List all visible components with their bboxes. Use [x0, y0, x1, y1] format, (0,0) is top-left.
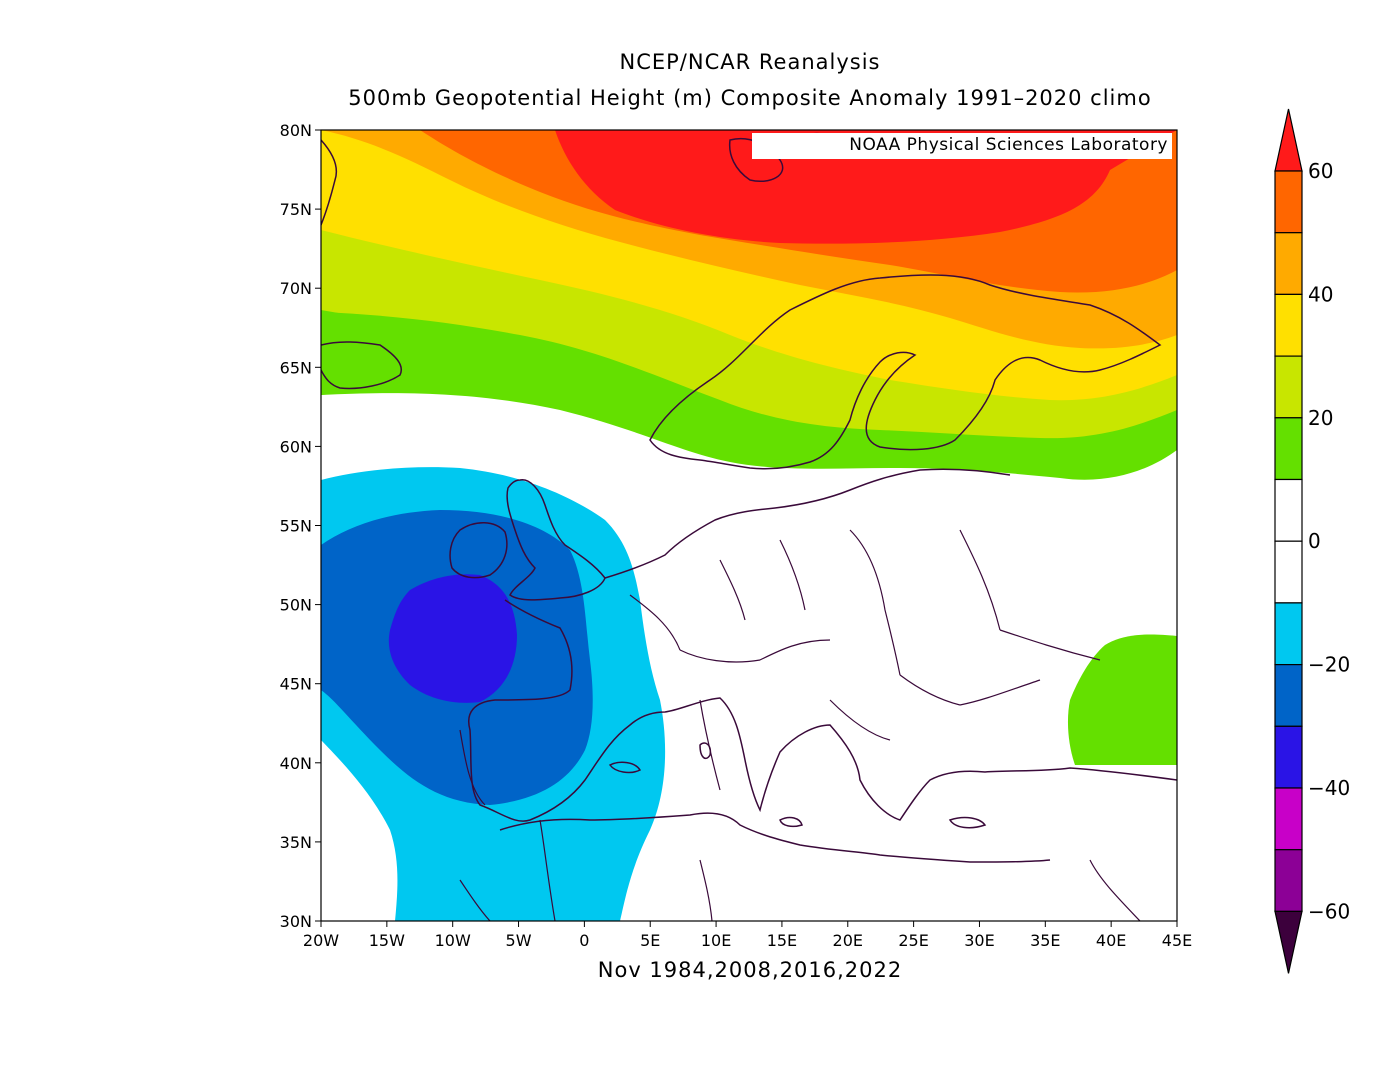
- colorbar-bin: [1274, 540, 1303, 604]
- anomaly-fields: [321, 130, 1177, 921]
- coast-islands: [608, 742, 987, 829]
- colorbar-bin: [1274, 663, 1303, 727]
- colorbar-arrow-bottom: [1274, 910, 1303, 974]
- contour-neg-30: [388, 574, 517, 703]
- colorbar-bin: [1274, 725, 1303, 789]
- lat-tick-label: 75N: [280, 200, 312, 219]
- lat-tick-label: 65N: [280, 358, 312, 377]
- lon-tick-label: 10W: [435, 931, 471, 950]
- colorbar-bin: [1274, 170, 1303, 234]
- contour-pos-10-iceland: [321, 310, 404, 395]
- lat-tick-label: 50N: [280, 596, 312, 615]
- coast-ireland: [449, 522, 508, 579]
- colorbar-bin: [1274, 417, 1303, 481]
- title-line2: 500mb Geopotential Height (m) Composite …: [348, 86, 1152, 110]
- lon-tick-label: 25E: [898, 931, 928, 950]
- coast-north-europe: [604, 468, 1011, 579]
- colorbar: 60 40 20 0 −20 −40 −60: [1274, 108, 1350, 974]
- credit-box: [752, 133, 1172, 159]
- lon-axis: 20W 15W 10W 5W 0 5E 10E 15E 20E 25E 30E 35E 40E 45E: [303, 921, 1192, 950]
- lat-tick-label: 60N: [280, 437, 312, 456]
- lon-tick-label: 30E: [964, 931, 994, 950]
- colorbar-label: 40: [1308, 282, 1333, 306]
- colorbar-label: 20: [1308, 406, 1333, 430]
- lon-tick-label: 5E: [640, 931, 660, 950]
- colorbar-bin: [1274, 787, 1303, 851]
- lat-tick-label: 35N: [280, 833, 312, 852]
- colorbar-bin: [1274, 478, 1303, 542]
- colorbar-label: −20: [1308, 653, 1350, 677]
- lat-tick-label: 40N: [280, 754, 312, 773]
- colorbar-bin: [1274, 293, 1303, 357]
- lat-tick-label: 45N: [280, 675, 312, 694]
- colorbar-bin: [1274, 355, 1303, 419]
- colorbar-label: 60: [1308, 159, 1333, 183]
- coast-europe: [468, 599, 1177, 822]
- colorbar-arrow-top: [1274, 108, 1303, 172]
- colorbar-label: 0: [1308, 529, 1321, 553]
- title-line1: NCEP/NCAR Reanalysis: [619, 50, 881, 74]
- coast-great-britain: [506, 479, 606, 601]
- coast-africa: [499, 812, 1051, 863]
- colorbar-label: −40: [1308, 776, 1350, 800]
- lon-tick-label: 35E: [1030, 931, 1060, 950]
- borders: [459, 529, 1141, 921]
- colorbar-bin: [1274, 602, 1303, 666]
- lon-tick-label: 20E: [833, 931, 863, 950]
- lon-tick-label: 0: [579, 931, 589, 950]
- lon-tick-label: 20W: [303, 931, 339, 950]
- lat-axis: 30N 35N 40N 45N 50N 55N 60N 65N 70N 75N 80N: [280, 121, 321, 931]
- lat-tick-label: 55N: [280, 517, 312, 536]
- lon-tick-label: 10E: [701, 931, 731, 950]
- lon-tick-label: 40E: [1096, 931, 1126, 950]
- lat-tick-label: 30N: [280, 912, 312, 931]
- lon-tick-label: 5W: [506, 931, 532, 950]
- lat-tick-label: 80N: [280, 121, 312, 140]
- colorbar-bin: [1274, 232, 1303, 295]
- lon-tick-label: 15W: [369, 931, 405, 950]
- coast-scandinavia: [649, 274, 1162, 470]
- credit-label: NOAA Physical Sciences Laboratory: [849, 135, 1168, 155]
- lat-tick-label: 70N: [280, 279, 312, 298]
- lon-tick-label: 15E: [767, 931, 797, 950]
- colorbar-label: −60: [1308, 899, 1350, 923]
- coast-west-edge: [321, 139, 402, 390]
- contour-pos-10-caspian: [1067, 634, 1177, 765]
- x-axis-label: Nov 1984,2008,2016,2022: [597, 958, 903, 982]
- colorbar-bin: [1274, 849, 1303, 913]
- lon-tick-label: 45E: [1162, 931, 1192, 950]
